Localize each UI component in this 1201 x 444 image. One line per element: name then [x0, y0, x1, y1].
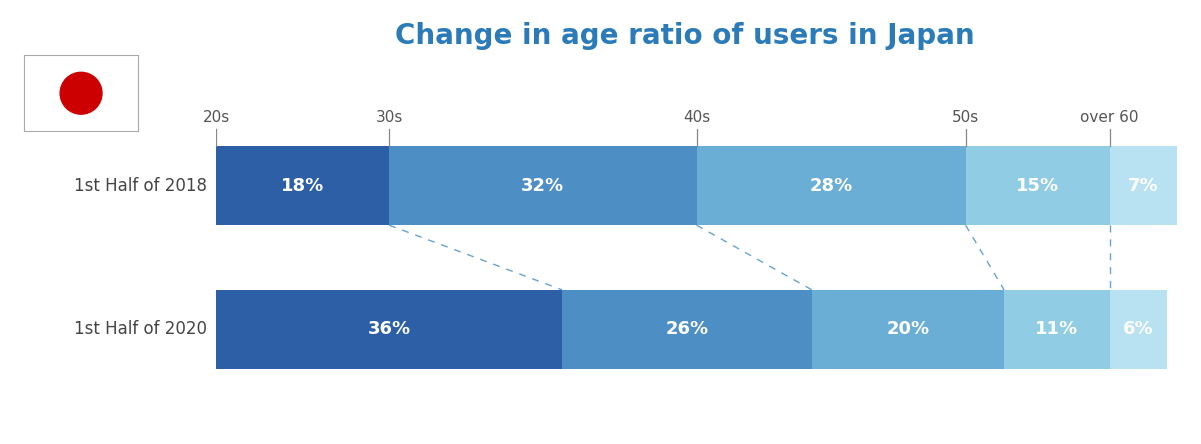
Text: 20%: 20%	[886, 321, 930, 338]
Text: 50s: 50s	[952, 110, 979, 124]
Text: 40s: 40s	[683, 110, 710, 124]
Bar	[697, 146, 966, 225]
Circle shape	[60, 72, 102, 114]
Text: 28%: 28%	[809, 177, 853, 194]
Bar	[216, 290, 562, 369]
Text: 26%: 26%	[665, 321, 709, 338]
Bar	[1110, 146, 1177, 225]
Text: 6%: 6%	[1123, 321, 1154, 338]
Bar	[812, 290, 1004, 369]
Bar	[1004, 290, 1110, 369]
Text: 1st Half of 2018: 1st Half of 2018	[73, 177, 207, 194]
Text: over 60: over 60	[1081, 110, 1139, 124]
Text: 15%: 15%	[1016, 177, 1059, 194]
Text: 11%: 11%	[1035, 321, 1078, 338]
Bar	[389, 146, 697, 225]
Bar	[966, 146, 1110, 225]
Text: 20s: 20s	[203, 110, 229, 124]
Text: 36%: 36%	[368, 321, 411, 338]
Bar	[562, 290, 812, 369]
Text: 30s: 30s	[376, 110, 402, 124]
Text: 1st Half of 2020: 1st Half of 2020	[73, 321, 207, 338]
Bar	[1110, 290, 1167, 369]
Text: 18%: 18%	[281, 177, 324, 194]
Text: 7%: 7%	[1128, 177, 1159, 194]
Bar	[216, 146, 389, 225]
Text: 32%: 32%	[521, 177, 564, 194]
Text: Change in age ratio of users in Japan: Change in age ratio of users in Japan	[395, 22, 974, 50]
